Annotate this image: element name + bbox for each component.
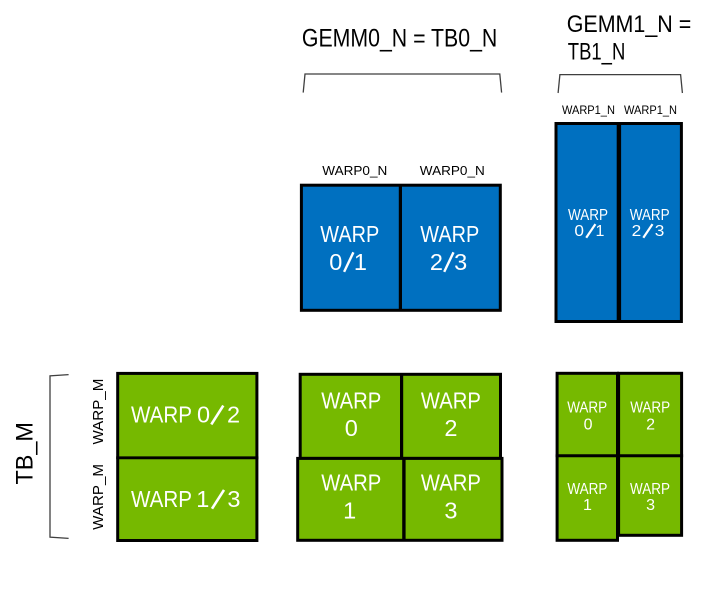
svg-text:1: 1 <box>354 249 367 275</box>
svg-text:WARP: WARP <box>568 207 608 224</box>
svg-text:WARP: WARP <box>131 486 192 512</box>
svg-text:0: 0 <box>574 223 584 240</box>
svg-text:WARP1_N: WARP1_N <box>624 103 677 117</box>
svg-text:0: 0 <box>345 415 358 441</box>
svg-text:0: 0 <box>197 402 210 428</box>
svg-text:GEMM1_N =: GEMM1_N = <box>567 11 692 38</box>
svg-text:0: 0 <box>329 249 342 275</box>
svg-text:WARP: WARP <box>420 221 479 247</box>
svg-text:3: 3 <box>655 223 665 240</box>
svg-text:GEMM0_N = TB0_N: GEMM0_N = TB0_N <box>302 25 497 53</box>
svg-text:WARP: WARP <box>321 388 381 414</box>
svg-text:WARP: WARP <box>567 481 607 498</box>
svg-text:2: 2 <box>646 416 655 433</box>
svg-text:1: 1 <box>595 223 604 240</box>
svg-text:WARP0_N: WARP0_N <box>322 163 387 178</box>
svg-text:2: 2 <box>444 415 457 441</box>
svg-text:0: 0 <box>584 416 593 433</box>
svg-text:1: 1 <box>343 498 356 524</box>
svg-text:2: 2 <box>430 249 443 275</box>
svg-text:3: 3 <box>454 249 467 275</box>
svg-text:WARP: WARP <box>321 470 381 496</box>
svg-text:TB1_N: TB1_N <box>568 39 626 66</box>
svg-text:WARP: WARP <box>630 481 670 498</box>
svg-text:1: 1 <box>196 486 209 512</box>
svg-text:WARP1_N: WARP1_N <box>562 103 615 117</box>
svg-text:2: 2 <box>227 402 240 428</box>
svg-text:WARP_M: WARP_M <box>90 379 107 445</box>
svg-text:3: 3 <box>227 486 240 512</box>
svg-text:WARP0_N: WARP0_N <box>420 163 485 178</box>
svg-text:TB_M: TB_M <box>11 422 38 485</box>
svg-text:1: 1 <box>583 497 592 514</box>
svg-text:WARP: WARP <box>630 399 670 416</box>
svg-text:2: 2 <box>632 223 642 240</box>
svg-text:WARP: WARP <box>630 207 670 224</box>
svg-text:WARP_M: WARP_M <box>90 464 107 530</box>
svg-text:WARP: WARP <box>131 402 192 428</box>
svg-text:WARP: WARP <box>567 399 607 416</box>
svg-text:3: 3 <box>646 497 655 514</box>
svg-text:WARP: WARP <box>320 221 379 247</box>
svg-text:WARP: WARP <box>421 388 481 414</box>
svg-text:3: 3 <box>444 498 457 524</box>
svg-text:WARP: WARP <box>421 470 481 496</box>
